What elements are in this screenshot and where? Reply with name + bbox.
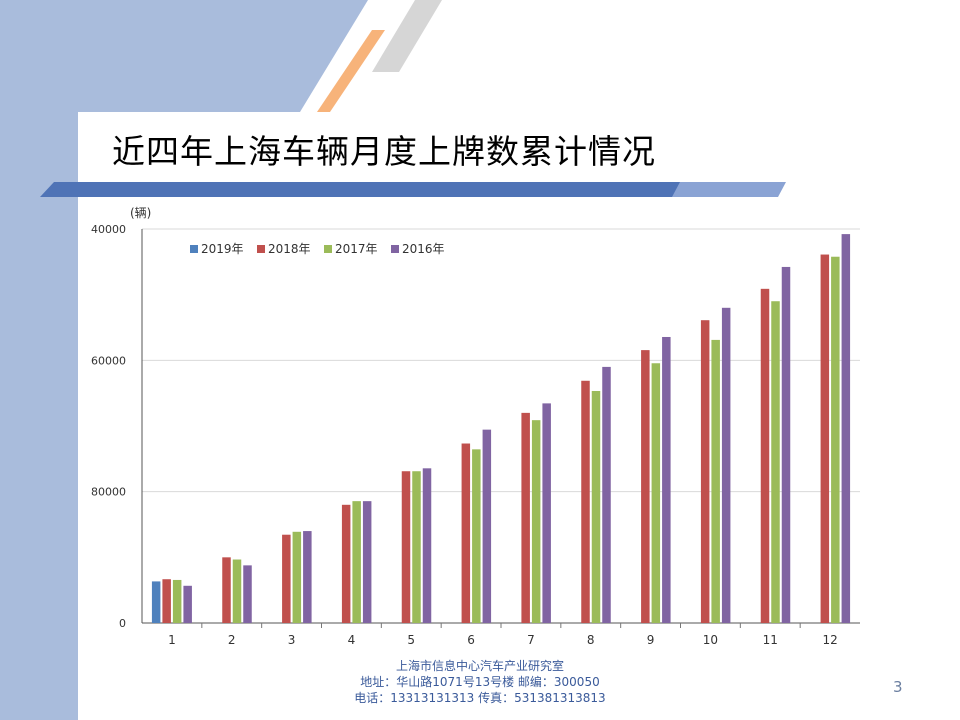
legend-swatch: [257, 245, 265, 253]
bar: [183, 585, 192, 623]
y-tick-label: 0: [119, 617, 126, 630]
legend-swatch: [324, 245, 332, 253]
footer-address: 地址：华山路1071号13号楼 邮编：300050: [360, 675, 600, 689]
legend: 2019年 2018年 2017年 2016年: [190, 242, 445, 256]
bar: [662, 336, 671, 623]
bar: [521, 412, 530, 623]
y-tick-label: 540000: [90, 223, 126, 236]
bar: [820, 254, 830, 623]
page-number: 3: [893, 678, 903, 696]
bar: [651, 363, 661, 623]
y-tick-label: 360000: [90, 354, 126, 367]
bar: [760, 288, 770, 623]
bar: [591, 390, 601, 623]
slide-title: 近四年上海车辆月度上牌数累计情况: [112, 132, 656, 171]
bar: [461, 443, 471, 623]
bar: [341, 504, 351, 623]
x-tick-label: 5: [407, 633, 415, 647]
footer-org: 上海市信息中心汽车产业研究室: [395, 659, 564, 673]
bar: [303, 531, 312, 623]
bar: [841, 234, 851, 623]
bar: [771, 301, 780, 623]
bar: [602, 366, 611, 623]
y-axis-unit-label: (辆): [130, 206, 151, 220]
bar: [162, 579, 171, 623]
legend-swatch: [190, 245, 198, 253]
left-decor-band: [0, 0, 78, 720]
x-tick-label: 2: [228, 633, 236, 647]
bar: [482, 429, 492, 623]
bar: [172, 579, 182, 623]
x-tick-label: 10: [703, 633, 718, 647]
legend-swatch: [391, 245, 399, 253]
x-tick-label: 7: [527, 633, 535, 647]
y-axis-ticks: 0 180000 360000 540000: [84, 223, 126, 630]
chart-container: (辆) 0180000360000540000 123456789101112 …: [84, 200, 880, 660]
bar: [581, 380, 590, 623]
footer-phone: 电话：13313131313 传真：531381313813: [354, 691, 606, 705]
orange-stripe: [317, 30, 385, 112]
bar: [781, 266, 791, 623]
x-tick-label: 8: [587, 633, 595, 647]
x-tick-label: 4: [348, 633, 356, 647]
bar: [282, 534, 291, 623]
bar: [542, 403, 551, 623]
x-tick-label: 12: [822, 633, 837, 647]
bar: [151, 581, 161, 623]
x-tick-label: 11: [763, 633, 778, 647]
title-panel: [78, 112, 778, 184]
x-tick-label: 3: [288, 633, 296, 647]
bar: [412, 471, 421, 623]
x-tick-label: 6: [467, 633, 475, 647]
bar: [362, 501, 372, 623]
legend-label: 2018年: [268, 242, 311, 256]
bar: [401, 471, 411, 623]
bar: [422, 468, 432, 623]
legend-label: 2016年: [402, 242, 445, 256]
x-axis-ticks: 1 2 3 4 5 6 7 8 9 10 11 12: [168, 623, 838, 647]
bars: [151, 234, 851, 623]
legend-label: 2019年: [201, 242, 244, 256]
footer: 上海市信息中心汽车产业研究室 地址：华山路1071号13号楼 邮编：300050…: [330, 658, 630, 706]
top-decor-band: [0, 0, 960, 112]
bar: [721, 307, 731, 623]
title-underline-bar: [40, 182, 786, 197]
bar: [243, 565, 252, 623]
bar: [711, 339, 720, 623]
bar: [831, 256, 840, 623]
bar: [292, 531, 302, 623]
bar: [700, 320, 710, 623]
y-tick-label: 180000: [90, 486, 126, 499]
x-tick-label: 9: [647, 633, 655, 647]
bar: [531, 420, 541, 623]
bar: [222, 557, 231, 623]
x-tick-label: 1: [168, 633, 176, 647]
bar: [641, 350, 650, 623]
gray-stripe: [372, 0, 442, 72]
legend-label: 2017年: [335, 242, 378, 256]
cumulative-registration-chart: (辆) 0180000360000540000 123456789101112 …: [84, 206, 860, 647]
bar: [472, 449, 481, 623]
bar: [352, 501, 361, 623]
top-left-blue-panel: [0, 0, 368, 112]
bar: [232, 559, 242, 623]
gridlines: [141, 228, 860, 624]
